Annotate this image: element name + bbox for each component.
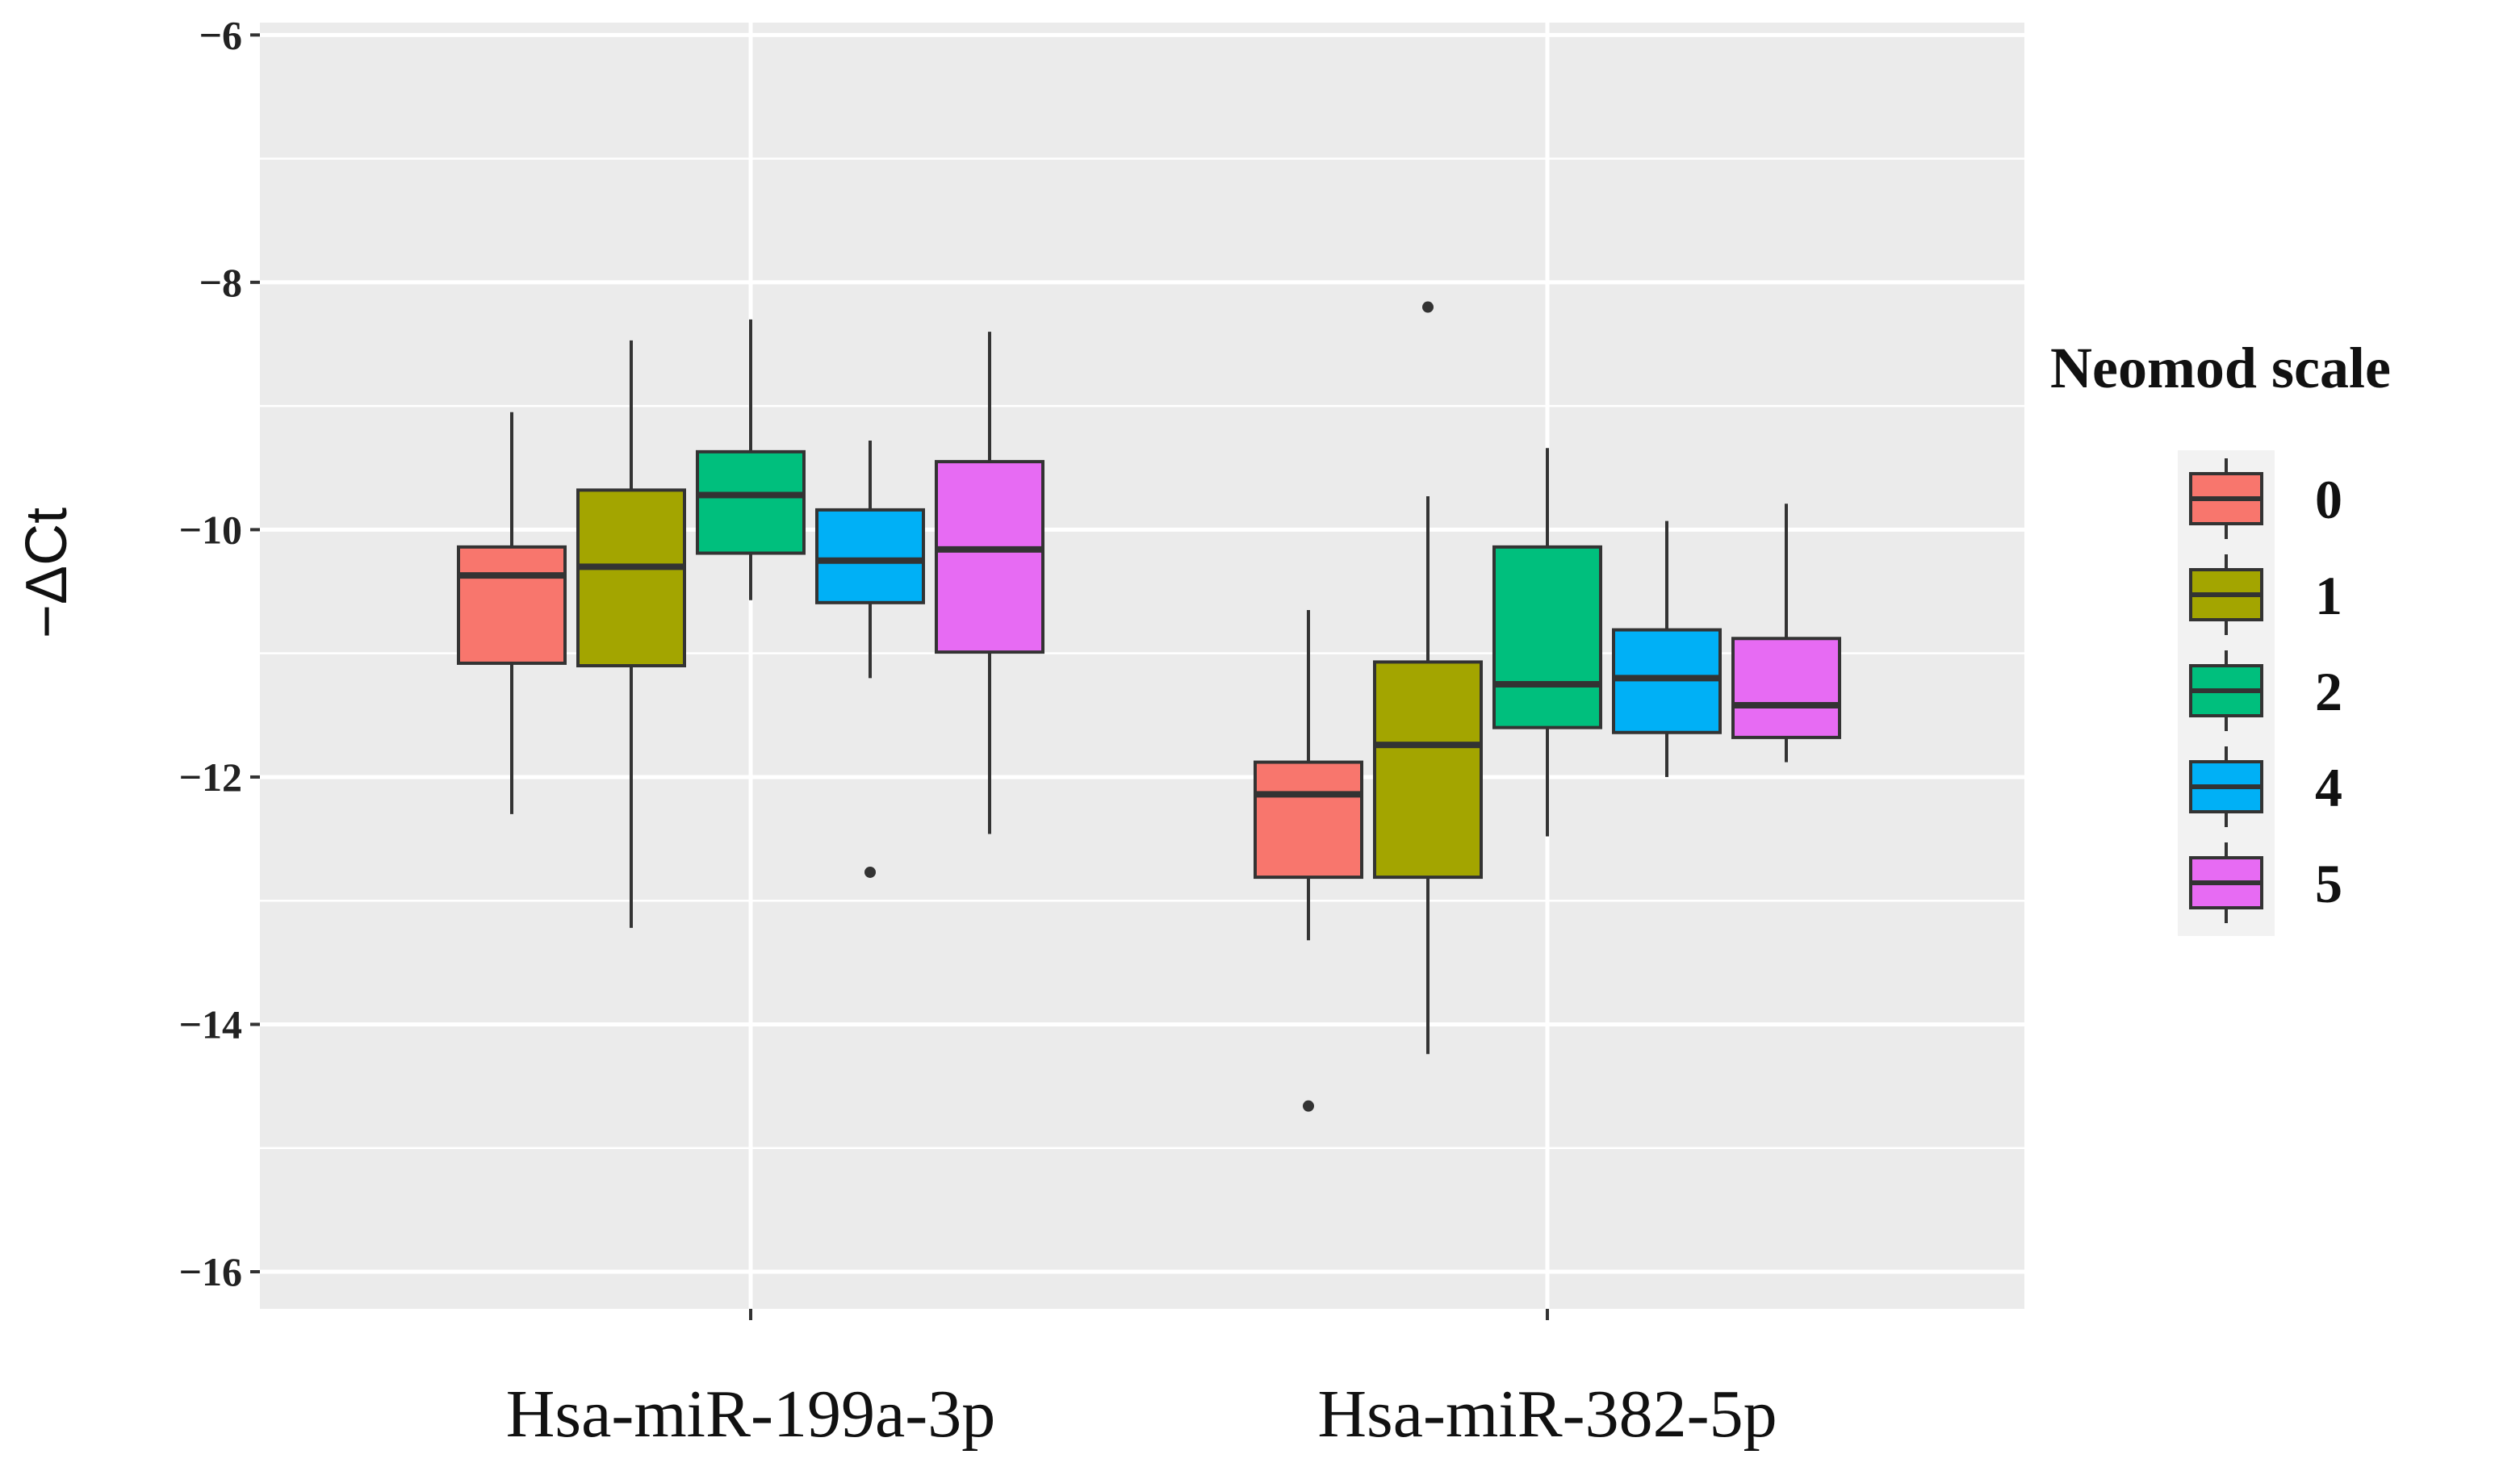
legend-entry-1: 1: [2189, 554, 2342, 635]
legend-label: 4: [2315, 757, 2342, 818]
legend-label: 0: [2315, 469, 2342, 530]
boxplot-boxes: [457, 301, 1841, 1112]
box-Hsa-miR-382-5p-group-2: [1492, 448, 1602, 837]
y-tick-label: −6: [199, 12, 243, 57]
box-Hsa-miR-199a-3p-group-0: [457, 412, 567, 814]
box-body: [935, 460, 1044, 654]
x-tick-label: Hsa-miR-382-5p: [1317, 1377, 1777, 1452]
box-Hsa-miR-382-5p-group-5: [1731, 504, 1841, 763]
plot-panel: [260, 23, 2024, 1309]
legend-label: 2: [2315, 661, 2342, 722]
y-tick-label: −10: [179, 507, 243, 552]
box-body: [457, 545, 567, 665]
box-Hsa-miR-199a-3p-group-4: [815, 441, 925, 878]
legend-entry-2: 2: [2189, 650, 2342, 731]
box-body: [696, 449, 806, 555]
x-tick-label: Hsa-miR-199a-3p: [506, 1377, 996, 1452]
box-Hsa-miR-382-5p-group-1: [1373, 301, 1483, 1055]
outlier-point: [1303, 1100, 1314, 1112]
y-tick-label: −12: [179, 754, 243, 800]
box-body: [576, 488, 686, 667]
major-gridlines: [260, 23, 2024, 1309]
box-Hsa-miR-382-5p-group-0: [1254, 610, 1363, 1112]
minor-gridlines: [260, 157, 2024, 1149]
legend-entries: 0 1 2 4 5: [2189, 458, 2342, 923]
box-body: [1254, 760, 1363, 880]
legend-label: 5: [2315, 853, 2342, 914]
legend-entry-4: 4: [2189, 746, 2342, 827]
box-body: [1492, 545, 1602, 729]
y-axis-title: −ΔCt: [15, 508, 79, 638]
x-axis-ticks: Hsa-miR-199a-3p Hsa-miR-382-5p: [506, 1309, 1777, 1452]
y-axis-ticks: −6 −8 −10 −12 −14 −16: [179, 12, 260, 1294]
legend: Neomod scale 0 1 2 4 5: [2050, 336, 2391, 936]
legend-entry-0: 0: [2189, 458, 2342, 539]
box-Hsa-miR-382-5p-group-4: [1612, 520, 1722, 777]
legend-entry-5: 5: [2189, 842, 2342, 923]
box-body: [1373, 660, 1483, 880]
box-Hsa-miR-199a-3p-group-1: [576, 340, 686, 928]
box-body: [815, 508, 925, 604]
y-tick-label: −14: [179, 1001, 243, 1047]
box-body: [1731, 637, 1841, 739]
box-Hsa-miR-199a-3p-group-5: [935, 332, 1044, 834]
y-tick-label: −16: [179, 1249, 243, 1294]
legend-label: 1: [2315, 565, 2342, 626]
legend-title: Neomod scale: [2050, 336, 2391, 400]
outlier-point: [1422, 301, 1434, 313]
y-tick-label: −8: [199, 260, 243, 305]
box-Hsa-miR-199a-3p-group-2: [696, 319, 806, 600]
outlier-point: [864, 866, 876, 878]
